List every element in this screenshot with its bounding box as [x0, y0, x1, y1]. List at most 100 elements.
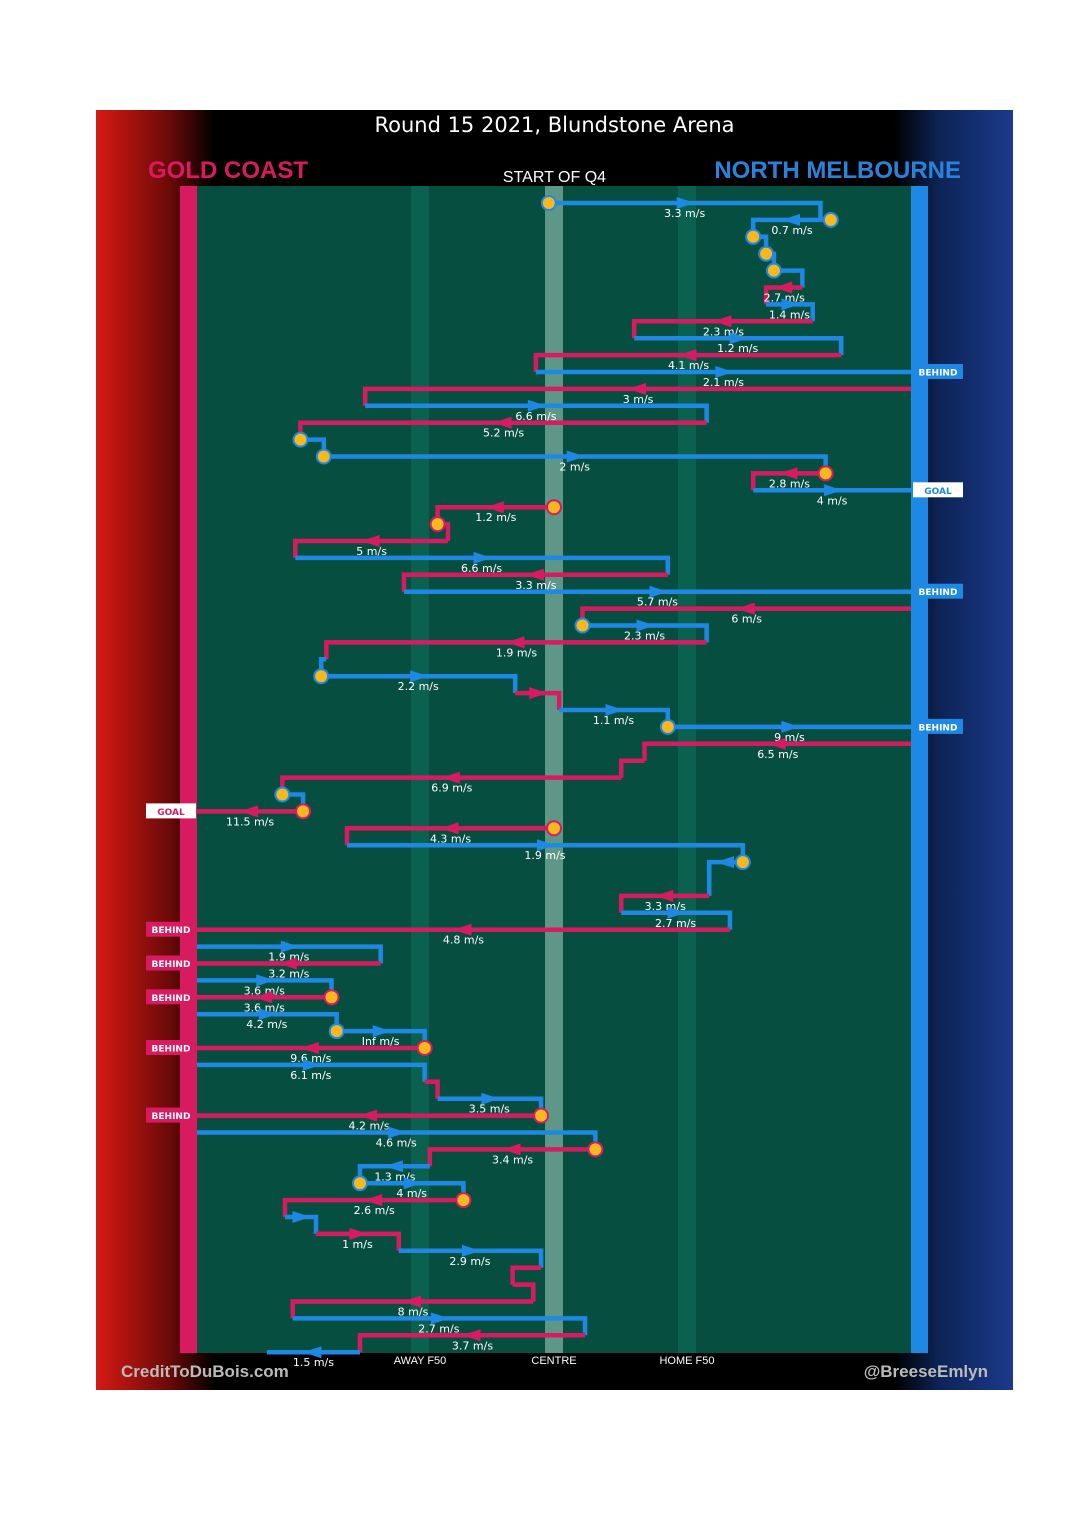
- speed-label: 3.7 m/s: [452, 1339, 493, 1352]
- speed-label: 4.6 m/s: [376, 1137, 417, 1150]
- chain-segment: [631, 319, 813, 339]
- possession-marker: [455, 1192, 472, 1209]
- chain-segment: [512, 1282, 536, 1302]
- direction-arrow: [824, 484, 843, 497]
- speed-label: 4.2 m/s: [348, 1120, 389, 1133]
- chain-segment: [295, 555, 671, 575]
- speed-label: 3.3 m/s: [664, 207, 705, 220]
- possession-marker: [274, 786, 291, 803]
- behind-badge-label: BEHIND: [919, 723, 958, 733]
- speed-label: 2.2 m/s: [398, 680, 439, 693]
- chain-segment: [398, 1248, 544, 1268]
- team-label-gold-coast: GOLD COAST: [148, 157, 308, 184]
- chain-segment: [510, 1265, 542, 1285]
- direction-arrow: [767, 737, 786, 750]
- direction-arrow: [605, 704, 624, 716]
- direction-arrow: [779, 467, 798, 480]
- speed-label: 1.2 m/s: [717, 342, 758, 355]
- direction-arrow: [303, 1346, 322, 1359]
- x-axis-label-centre: CENTRE: [531, 1355, 577, 1367]
- chain-segment: [642, 741, 911, 761]
- direction-arrow: [506, 636, 525, 649]
- chain-segment: [293, 538, 448, 558]
- behind-badge: [913, 364, 963, 379]
- direction-arrow: [240, 805, 259, 818]
- direction-arrow: [481, 1092, 500, 1105]
- speed-label: 2.8 m/s: [769, 477, 810, 490]
- speed-label: 6.1 m/s: [290, 1069, 331, 1082]
- speed-label: 4.1 m/s: [668, 359, 709, 372]
- speed-label: 4 m/s: [396, 1187, 427, 1200]
- direction-arrow: [461, 1244, 480, 1257]
- direction-arrow: [527, 399, 546, 412]
- speed-label: 3.3 m/s: [515, 579, 556, 592]
- speed-label: 5.7 m/s: [637, 596, 678, 609]
- possession-marker: [765, 262, 782, 279]
- possession-marker: [416, 1040, 433, 1056]
- speed-label: 2 m/s: [559, 461, 590, 474]
- chain-segment: [533, 352, 842, 372]
- chart-poster: 3.3 m/s 0.7 m/s 2.7 m/s 1.4 m/s 2.3 m/s 1.2 m…: [96, 110, 1013, 1390]
- direction-arrow: [566, 450, 585, 463]
- direction-arrow: [655, 889, 674, 902]
- chain-chart: 3.3 m/s 0.7 m/s 2.7 m/s 1.4 m/s 2.3 m/s 1.2 m…: [146, 186, 963, 1369]
- chain-segment: [548, 200, 823, 220]
- team-label-north-melbourne: NORTH MELBOURNE: [714, 157, 961, 184]
- direction-arrow: [781, 720, 800, 733]
- speed-label: 3.4 m/s: [492, 1153, 533, 1166]
- possession-marker: [546, 499, 562, 516]
- speed-label: 8 m/s: [398, 1306, 429, 1319]
- direction-arrow: [473, 551, 492, 564]
- chain-segment: [619, 893, 710, 913]
- direction-arrow: [462, 1329, 481, 1342]
- possession-marker: [429, 516, 446, 533]
- possession-marker: [313, 668, 330, 685]
- possession-marker: [292, 431, 309, 448]
- chain-segment: [197, 1062, 427, 1082]
- speed-label: 6.5 m/s: [757, 748, 798, 761]
- chain-segment: [316, 1231, 402, 1251]
- direction-arrow: [403, 1177, 422, 1190]
- behind-badge: [146, 1107, 196, 1123]
- chain-segment: [621, 910, 733, 930]
- direction-arrow: [667, 906, 686, 919]
- chain-segment: [634, 335, 844, 356]
- chain-segment: [427, 1147, 596, 1167]
- possession-marker: [540, 195, 557, 211]
- possession-marker: [574, 617, 591, 634]
- direction-arrow: [256, 974, 275, 987]
- goal-line-gold-coast: [180, 186, 197, 1353]
- speed-label: 1.4 m/s: [769, 308, 810, 321]
- possession-marker: [822, 211, 839, 228]
- speed-label: 5 m/s: [356, 545, 387, 558]
- speed-label: 2.3 m/s: [624, 630, 665, 643]
- behind-badge: [146, 955, 196, 971]
- direction-arrow: [410, 670, 429, 683]
- direction-arrow: [736, 602, 755, 615]
- goal-badge-label: GOAL: [157, 808, 185, 818]
- credit-website: CreditToDuBois.com: [121, 1362, 289, 1381]
- direction-arrow: [349, 1227, 368, 1240]
- behind-badge-label: BEHIND: [152, 994, 191, 1004]
- direction-arrow: [502, 1143, 521, 1156]
- direction-arrow: [525, 568, 544, 581]
- chain-segment: [282, 1197, 464, 1217]
- goal-line-north-melbourne: [911, 186, 928, 1353]
- possession-marker: [533, 1107, 550, 1124]
- speed-label: 2.6 m/s: [354, 1204, 395, 1217]
- direction-arrow: [636, 619, 655, 632]
- speed-label: 9.6 m/s: [290, 1052, 331, 1065]
- chain-segment: [197, 944, 383, 964]
- behind-badge-label: BEHIND: [152, 926, 191, 936]
- speed-label: 1 m/s: [342, 1238, 373, 1251]
- goal-badge-label: GOAL: [924, 487, 952, 497]
- chain-segment: [292, 1316, 588, 1336]
- chain-segment: [324, 640, 707, 660]
- direction-arrow: [388, 1126, 407, 1139]
- direction-arrow: [359, 1109, 378, 1122]
- speed-label: 6.6 m/s: [515, 410, 556, 423]
- centre-band: [545, 186, 563, 1353]
- speed-label: 6.6 m/s: [461, 562, 502, 575]
- behind-badge: [146, 1040, 196, 1055]
- x-axis-label-home-f50: HOME F50: [659, 1355, 715, 1367]
